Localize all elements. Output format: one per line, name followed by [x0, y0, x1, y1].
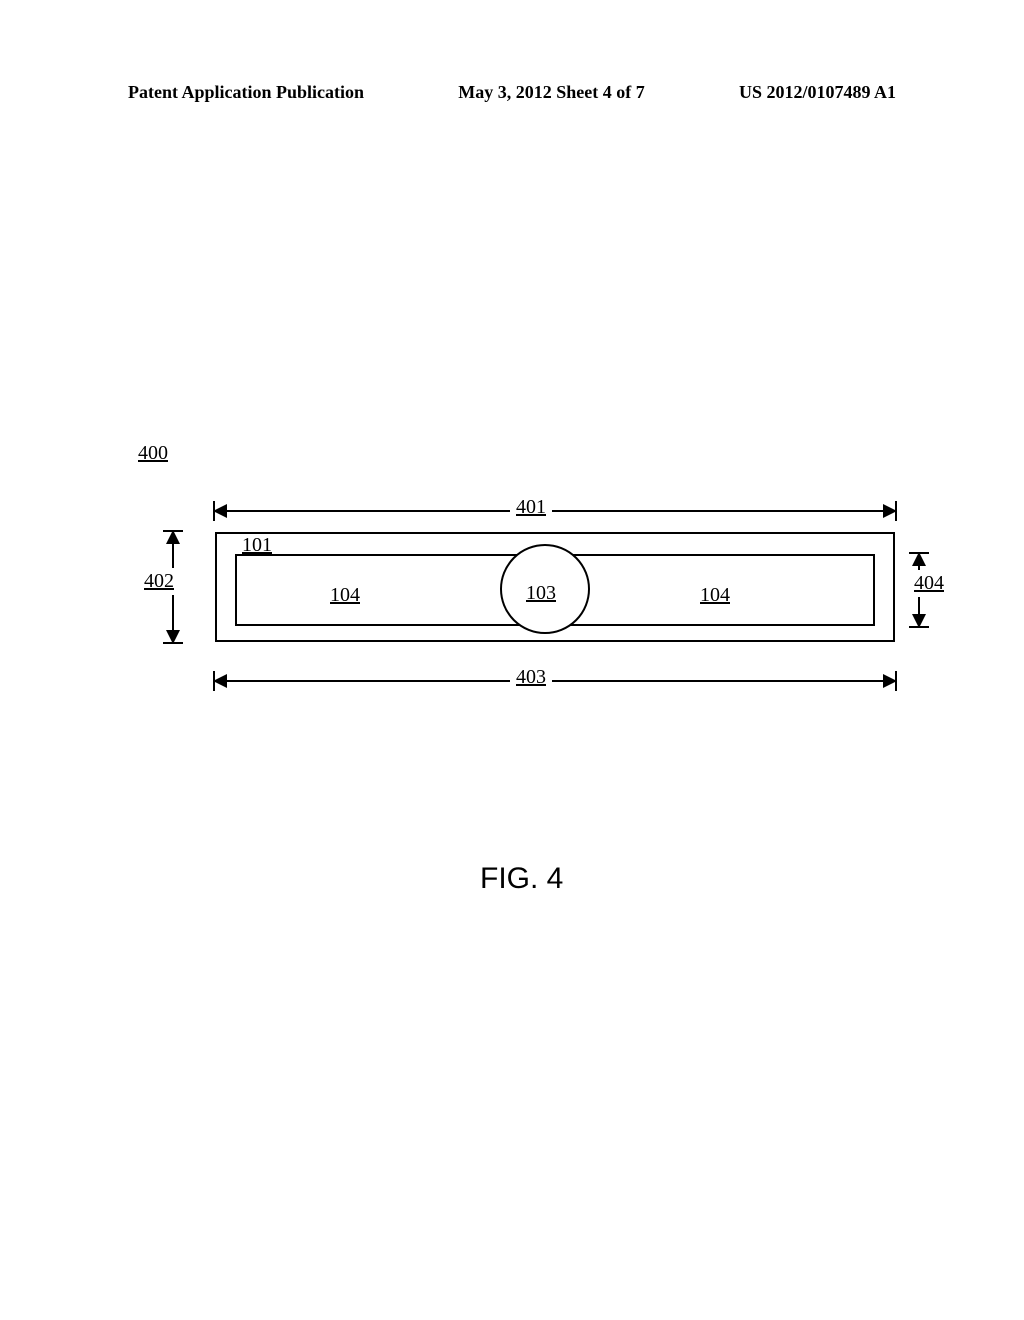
figure-diagram: 401 402 101 104 103 104 404 403 FIG. 4 — [130, 492, 920, 732]
tick-icon — [213, 501, 215, 521]
dimension-403-label: 403 — [510, 666, 552, 689]
page-header: Patent Application Publication May 3, 20… — [0, 82, 1024, 103]
tick-icon — [909, 626, 929, 628]
tick-icon — [213, 671, 215, 691]
ref-104-label-left: 104 — [330, 584, 360, 607]
dimension-401-arrow: 401 — [215, 510, 895, 512]
tick-icon — [163, 530, 183, 532]
ref-103-label: 103 — [526, 582, 556, 605]
figure-ref-400: 400 — [138, 442, 168, 465]
tick-icon — [163, 642, 183, 644]
dimension-404-label: 404 — [914, 570, 944, 597]
ref-101-label: 101 — [242, 534, 272, 557]
header-right: US 2012/0107489 A1 — [739, 82, 896, 103]
header-center: May 3, 2012 Sheet 4 of 7 — [458, 82, 644, 103]
ref-104-label-right: 104 — [700, 584, 730, 607]
dimension-402-label: 402 — [144, 568, 174, 595]
tick-icon — [895, 501, 897, 521]
figure-caption: FIG. 4 — [480, 862, 563, 896]
tick-icon — [895, 671, 897, 691]
tick-icon — [909, 552, 929, 554]
header-left: Patent Application Publication — [128, 82, 364, 103]
dimension-403-arrow: 403 — [215, 680, 895, 682]
dimension-401-label: 401 — [510, 496, 552, 519]
